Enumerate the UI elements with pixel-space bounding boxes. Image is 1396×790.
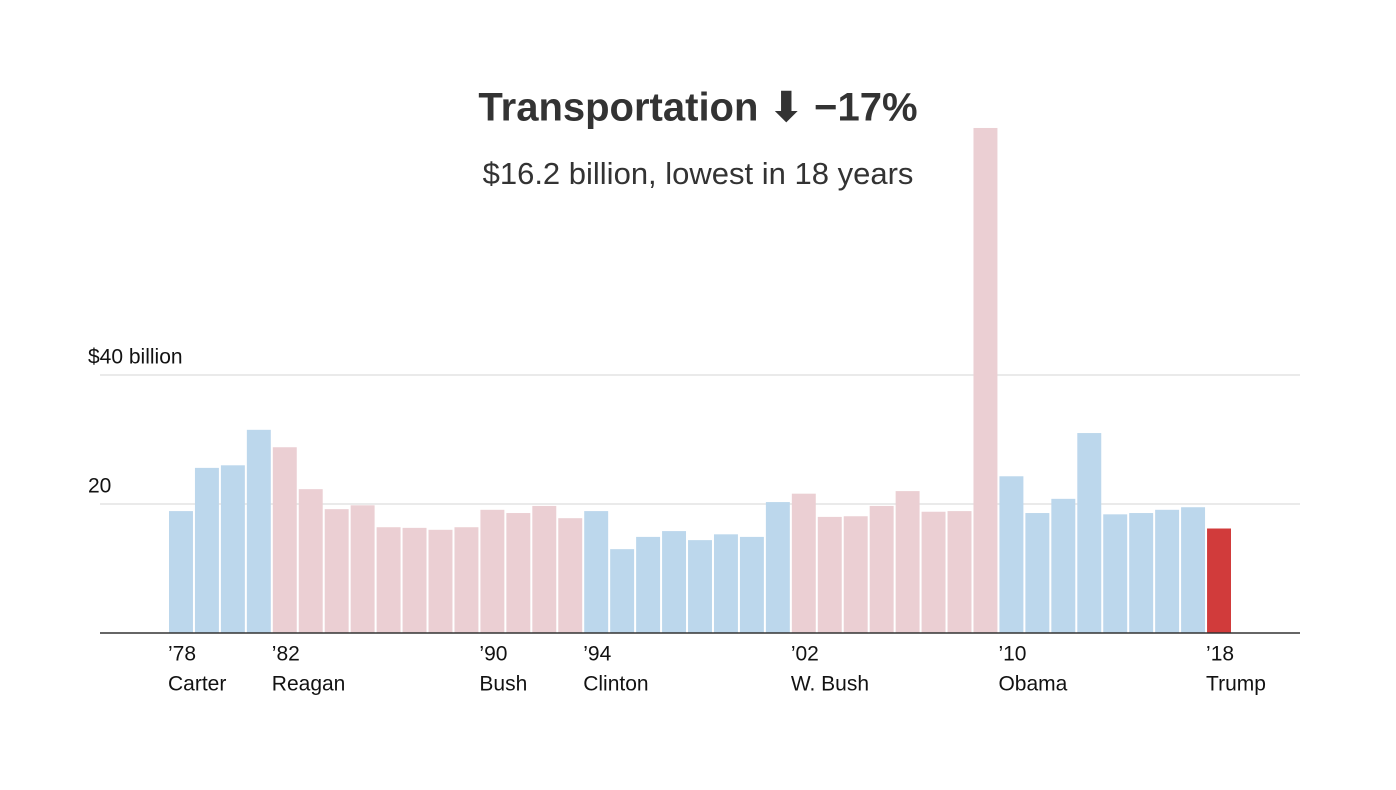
bar [1025, 513, 1050, 633]
bar [246, 429, 271, 633]
chart-subtitle: $16.2 billion, lowest in 18 years [483, 156, 914, 191]
bar [791, 493, 816, 633]
bar [765, 502, 790, 633]
bar [895, 491, 920, 633]
bar [843, 516, 868, 633]
bar [947, 511, 972, 633]
bar [869, 505, 894, 633]
president-label: W. Bush [791, 673, 869, 696]
bar [350, 505, 375, 633]
bar [220, 465, 245, 633]
bar [532, 505, 557, 633]
bar [324, 509, 349, 633]
bar [298, 489, 323, 633]
bar [688, 540, 712, 633]
bar [1103, 514, 1128, 633]
bar [921, 511, 946, 633]
bar [739, 536, 764, 633]
bar [1155, 509, 1180, 633]
bar [1129, 513, 1154, 633]
bar [454, 527, 479, 633]
bar [558, 518, 583, 633]
bar [506, 513, 531, 633]
x-tick-label: ’90 [479, 643, 507, 666]
chart-title: Transportation ⬇ −17% [478, 86, 917, 130]
bar [272, 447, 297, 633]
x-tick-label: ’10 [998, 643, 1026, 666]
x-tick-label: ’78 [168, 643, 196, 666]
x-tick-label: ’82 [272, 643, 300, 666]
bar [1051, 498, 1076, 633]
bar [376, 527, 401, 633]
president-label: Clinton [583, 673, 648, 696]
bar [1181, 507, 1206, 633]
bar [1207, 528, 1231, 633]
bar [610, 549, 635, 633]
bar [817, 516, 842, 633]
x-tick-label: ’02 [791, 643, 819, 666]
y-tick-label: 20 [88, 475, 111, 498]
bar [584, 511, 609, 633]
bar [1077, 433, 1102, 633]
bar [713, 534, 738, 633]
president-label: Reagan [272, 673, 346, 696]
bar [402, 527, 427, 633]
bar [428, 529, 453, 633]
bar [169, 511, 193, 633]
x-tick-label: ’18 [1206, 643, 1234, 666]
bar [662, 531, 687, 633]
bar [973, 127, 998, 633]
x-tick-label: ’94 [583, 643, 611, 666]
bar [636, 536, 661, 633]
president-label: Carter [168, 673, 226, 696]
y-tick-label: $40 billion [88, 346, 183, 369]
president-label: Obama [998, 673, 1067, 696]
president-label: Trump [1206, 673, 1266, 696]
bar [480, 509, 505, 633]
bar [194, 467, 219, 633]
bar [999, 476, 1024, 633]
president-label: Bush [479, 673, 527, 696]
